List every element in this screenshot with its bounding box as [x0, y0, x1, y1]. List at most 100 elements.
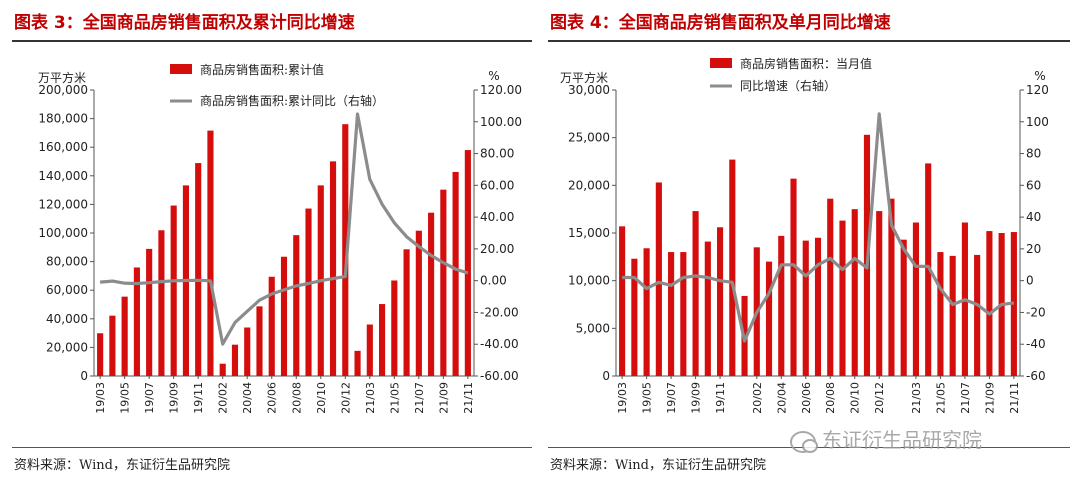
- bar: [729, 159, 736, 376]
- bar: [244, 327, 251, 376]
- x-tick-label: 21/05: [388, 382, 401, 414]
- watermark-text: 东证衍生品研究院: [822, 428, 982, 452]
- x-tick-label: 20/08: [824, 382, 837, 414]
- x-tick-label: 20/02: [751, 382, 764, 414]
- bar: [342, 124, 349, 376]
- x-tick-label: 19/03: [616, 382, 629, 414]
- bar: [305, 208, 312, 376]
- bar: [97, 333, 104, 376]
- bar: [219, 363, 226, 376]
- y2-tick-label: 100.00: [480, 115, 522, 129]
- y-tick-label: 20,000: [568, 178, 610, 192]
- monthly-area-chart: 0 5,000 10,000 15,000 20,000 25,000 30,000 -60 -…: [560, 56, 1049, 414]
- bar: [403, 249, 410, 376]
- left-unit-label: 万平方米: [560, 70, 608, 85]
- bar: [329, 161, 337, 376]
- bar: [207, 130, 214, 376]
- y-tick-label: 120,000: [38, 197, 88, 211]
- legend-bar-label: 商品房销售面积:累计值: [200, 62, 324, 77]
- source-note: 资料来源：Wind，东证衍生品研究院: [550, 458, 766, 473]
- bar: [655, 182, 662, 376]
- x-tick-label: 21/03: [364, 382, 377, 414]
- legend-bar-swatch: [170, 64, 192, 74]
- y2-tick-label: 120: [1026, 83, 1049, 97]
- y2-tick-label: -60: [1026, 369, 1046, 383]
- bar: [195, 163, 202, 376]
- bar: [937, 252, 944, 376]
- x-tick-label: 20/10: [315, 382, 328, 414]
- bar: [717, 227, 724, 376]
- bar: [268, 276, 275, 376]
- y2-tick-label: 60: [1026, 178, 1041, 192]
- y2-tick-label: 20: [1026, 242, 1041, 256]
- y-tick-label: 180,000: [38, 112, 88, 126]
- x-tick-label: 20/02: [217, 382, 230, 414]
- wechat-icon: [790, 430, 818, 453]
- right-unit-label: %: [488, 69, 499, 83]
- bar: [631, 258, 638, 376]
- y-tick-label: 60,000: [46, 283, 88, 297]
- bar: [949, 255, 956, 376]
- x-tick-label: 19/07: [143, 382, 156, 414]
- bar: [256, 306, 263, 376]
- y2-tick-label: 0.00: [480, 274, 507, 288]
- bar: [293, 235, 300, 376]
- x-tick-label: 21/11: [1008, 382, 1021, 414]
- x-tick-label: 19/05: [641, 382, 654, 414]
- bar: [900, 239, 907, 376]
- x-tick-label: 20/12: [339, 382, 352, 414]
- y2-tick-label: -20: [1026, 305, 1046, 319]
- source-note: 资料来源：Wind，东证衍生品研究院: [14, 458, 230, 473]
- bar: [464, 150, 471, 376]
- x-tick-label: 20/08: [290, 382, 303, 414]
- right-unit-label: %: [1034, 69, 1045, 83]
- title-divider: [548, 40, 1070, 42]
- bar: [415, 230, 422, 376]
- chart-panel-3: 图表 3：全国商品房销售面积及累计同比增速 0 20,000 40,000 60,00…: [12, 13, 532, 473]
- y-tick-label: 5,000: [576, 321, 610, 335]
- y2-tick-label: -40.00: [480, 337, 519, 351]
- x-tick-label: 19/07: [665, 382, 678, 414]
- bar: [802, 240, 809, 376]
- x-tick-label: 20/10: [849, 382, 862, 414]
- bar: [452, 171, 459, 376]
- bar: [912, 222, 919, 376]
- x-tick-label: 21/09: [437, 382, 450, 414]
- y-tick-label: 40,000: [46, 312, 88, 326]
- bar: [925, 163, 932, 376]
- x-tick-label: 19/11: [192, 382, 205, 414]
- bar: [876, 211, 883, 376]
- x-tick-label: 19/09: [168, 382, 181, 414]
- legend-bar-swatch: [710, 58, 732, 68]
- y2-tick-label: 0: [1026, 274, 1034, 288]
- left-unit-label: 万平方米: [38, 70, 86, 85]
- y-tick-label: 0: [80, 369, 88, 383]
- y2-tick-label: -40: [1026, 337, 1046, 351]
- title-divider: [12, 40, 532, 42]
- watermark: 东证衍生品研究院: [790, 424, 982, 453]
- x-tick-label: 20/04: [775, 382, 788, 414]
- y-tick-label: 10,000: [568, 274, 610, 288]
- x-tick-label: 20/06: [266, 382, 279, 414]
- y-tick-label: 0: [602, 369, 610, 383]
- y2-tick-label: 20.00: [480, 242, 514, 256]
- chart-panel-4: 图表 4：全国商品房销售面积及单月同比增速 0 5,000 10,000 15,000…: [540, 0, 1080, 484]
- y2-tick-label: 40: [1026, 210, 1041, 224]
- figure-title: 图表 3：全国商品房销售面积及累计同比增速: [14, 13, 355, 33]
- x-tick-label: 20/04: [241, 382, 254, 414]
- y-tick-label: 30,000: [568, 83, 610, 97]
- bar: [765, 261, 773, 376]
- cumulative-area-chart: 0 20,000 40,000 60,000 80,000 100,000 120,000 1…: [38, 62, 522, 414]
- figure-title: 图表 4：全国商品房销售面积及单月同比增速: [550, 13, 891, 33]
- bar: [428, 212, 435, 376]
- bar: [170, 205, 177, 376]
- x-tick-label: 19/03: [94, 382, 107, 414]
- bar: [643, 248, 650, 376]
- x-tick-label: 19/11: [714, 382, 727, 414]
- y2-tick-label: -60.00: [480, 369, 519, 383]
- y2-tick-label: 120.00: [480, 83, 522, 97]
- y2-tick-label: -20.00: [480, 305, 519, 319]
- legend-line-label: 同比增速（右轴）: [740, 78, 836, 93]
- y-tick-label: 100,000: [38, 226, 88, 240]
- y-tick-label: 140,000: [38, 169, 88, 183]
